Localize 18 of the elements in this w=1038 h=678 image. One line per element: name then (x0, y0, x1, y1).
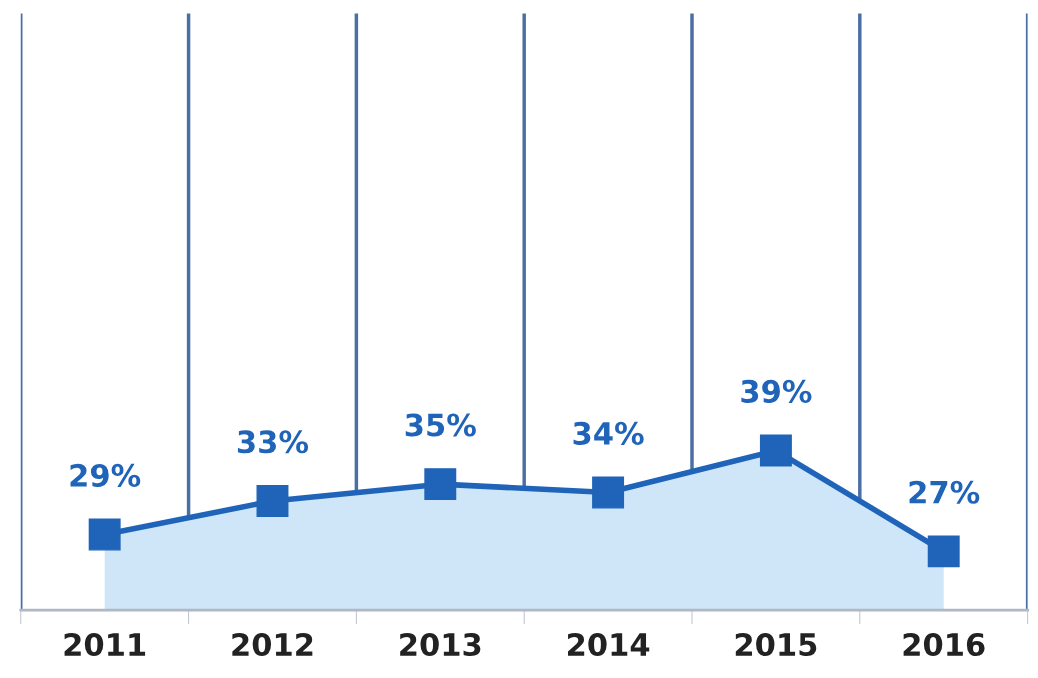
point (256, 484, 289, 517)
x-tick-label: 2013 (400, 632, 481, 657)
x-tick-label: 2014 (567, 632, 650, 657)
x-tick-label: 2015 (735, 632, 817, 657)
x-tick-label: 2011 (64, 632, 146, 657)
data-label: 35% (405, 413, 476, 437)
point (592, 476, 625, 509)
data-label: 39% (741, 379, 812, 403)
point (424, 468, 457, 501)
point (927, 535, 960, 568)
data-label: 27% (909, 480, 980, 504)
x-tick-label: 2016 (903, 632, 985, 657)
point (759, 434, 792, 467)
data-label: 33% (237, 430, 309, 454)
data-label: 29% (70, 463, 141, 487)
data-label: 34% (573, 421, 644, 445)
x-tick-label: 2012 (232, 632, 313, 657)
point (88, 518, 121, 551)
